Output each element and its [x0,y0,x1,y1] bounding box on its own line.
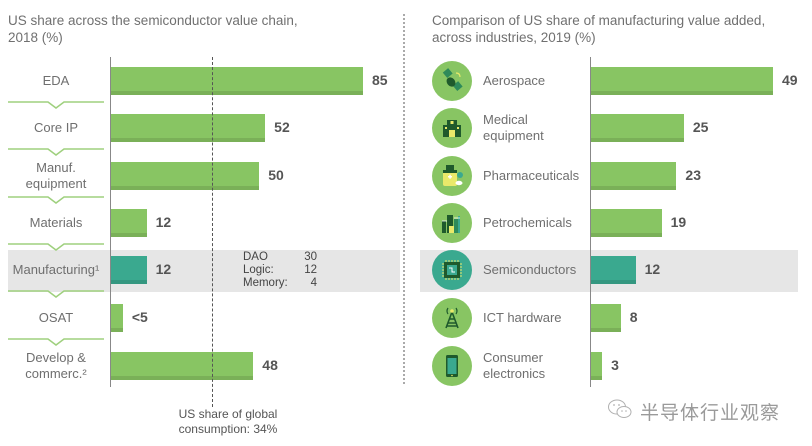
category-label-core-ip: Core IP [33,120,79,135]
breakdown-label: Memory: [243,277,288,289]
watermark-text: 半导体行业观察 [640,402,781,424]
value-label-aerospace: 49 [782,72,798,88]
industry-label-aerospace: Aerospace [483,73,546,88]
breakdown-value: 30 [304,251,317,263]
bar-consumer-electronics [591,352,603,380]
value-label-ict-hardware: 8 [629,309,638,325]
bar-osat [111,304,123,332]
bar-ict-hardware [591,304,621,332]
bar-medical-equipment [591,114,684,142]
value-label-eda: 85 [372,72,388,88]
wechat-icon [608,399,632,418]
bar-shadow [591,233,662,237]
value-label-pharmaceuticals: 23 [685,167,701,183]
bar-shadow [111,91,363,95]
industry-label-semiconductors: Semiconductors [483,262,577,277]
value-label-core-ip: 52 [274,119,290,135]
breakdown-label: DAO [243,251,268,263]
value-label-develop-commerc: 48 [262,357,278,373]
bar-petrochemicals [591,209,662,237]
industry-label-consumer-electronics: Consumer electronics [483,350,546,381]
right-chart-title: Comparison of US share of manufacturing … [432,12,802,46]
panel-divider [403,14,405,384]
category-label-manuf-equipment: Manuf. equipment [25,160,87,191]
breakdown-row-logic: Logic: 12 [243,264,317,277]
bar-shadow [591,280,636,284]
hospital-icon [432,108,472,148]
bar-shadow [111,328,123,332]
breakdown-label: Logic: [243,264,274,276]
value-label-consumer-electronics: 3 [611,357,619,373]
industry-label-pharmaceuticals: Pharmaceuticals [483,168,580,183]
value-label-manuf-equipment: 50 [268,167,284,183]
bar-aerospace [591,67,773,95]
bar-manufacturing [111,256,147,284]
chevron-divider-icon [8,196,104,204]
industry-label-ict-hardware: ICT hardware [483,310,562,325]
category-label-osat: OSAT [38,310,74,325]
category-label-develop-commerc: Develop & commerc.² [25,350,87,381]
bar-shadow [591,138,684,142]
breakdown-value: 12 [304,264,317,276]
breakdown-row-dao: DAO 30 [243,251,317,264]
value-label-osat: <5 [131,309,148,325]
bar-core-ip [111,114,266,142]
value-label-petrochemicals: 19 [670,214,687,230]
breakdown-row-memory: Memory: 4 [243,277,317,290]
bar-shadow [111,233,147,237]
chevron-divider-icon [8,290,104,298]
industry-label-medical-equipment: Medical equipment [483,112,544,143]
category-label-materials: Materials [29,215,83,230]
chip-icon [432,250,472,290]
bar-shadow [591,186,677,190]
bar-manuf-equipment [111,162,260,190]
bar-materials [111,209,147,237]
satellite-icon [432,61,472,101]
bar-shadow [111,186,260,190]
bar-shadow [111,376,254,380]
right-axis-line [590,57,591,387]
chevron-divider-icon [8,243,104,251]
reference-line-label: US share of global consumption: 34% [168,407,288,437]
chevron-divider-icon [8,101,104,109]
bar-pharmaceuticals [591,162,677,190]
right-title-line2: across industries, 2019 (%) [432,30,596,45]
bar-shadow [591,376,603,380]
bar-shadow [591,328,621,332]
highlight-band-manufacturing [8,250,400,292]
bar-semiconductors [591,256,636,284]
antenna-tower-icon [432,298,472,338]
medicine-bottle-icon [432,156,472,196]
value-label-materials: 12 [155,214,172,230]
breakdown-value: 4 [310,277,317,289]
bar-shadow [111,138,266,142]
chevron-divider-icon [8,338,104,346]
bar-shadow [111,280,147,284]
smartphone-icon [432,346,472,386]
bar-eda [111,67,363,95]
bar-develop-commerc [111,352,254,380]
refinery-icon [432,203,472,243]
value-label-semiconductors: 12 [644,261,661,277]
reference-label-line2: consumption: 34% [178,422,278,436]
value-label-manufacturing: 12 [155,261,172,277]
manufacturing-breakdown: DAO 30 Logic: 12 Memory: 4 [243,251,317,290]
reference-label-line1: US share of global [178,407,278,421]
left-axis-line [110,57,111,387]
right-title-line1: Comparison of US share of manufacturing … [432,13,766,28]
value-label-medical-equipment: 25 [692,119,709,135]
chevron-divider-icon [8,148,104,156]
category-label-eda: EDA [42,73,70,88]
left-title-line1: US share across the semiconductor value … [8,13,298,28]
category-label-manufacturing: Manufacturing¹ [12,262,100,277]
industry-label-petrochemicals: Petrochemicals [483,215,572,230]
left-title-line2: 2018 (%) [8,30,63,45]
reference-line-global-consumption [211,57,213,407]
left-chart-title: US share across the semiconductor value … [8,12,368,46]
bar-shadow [591,91,773,95]
